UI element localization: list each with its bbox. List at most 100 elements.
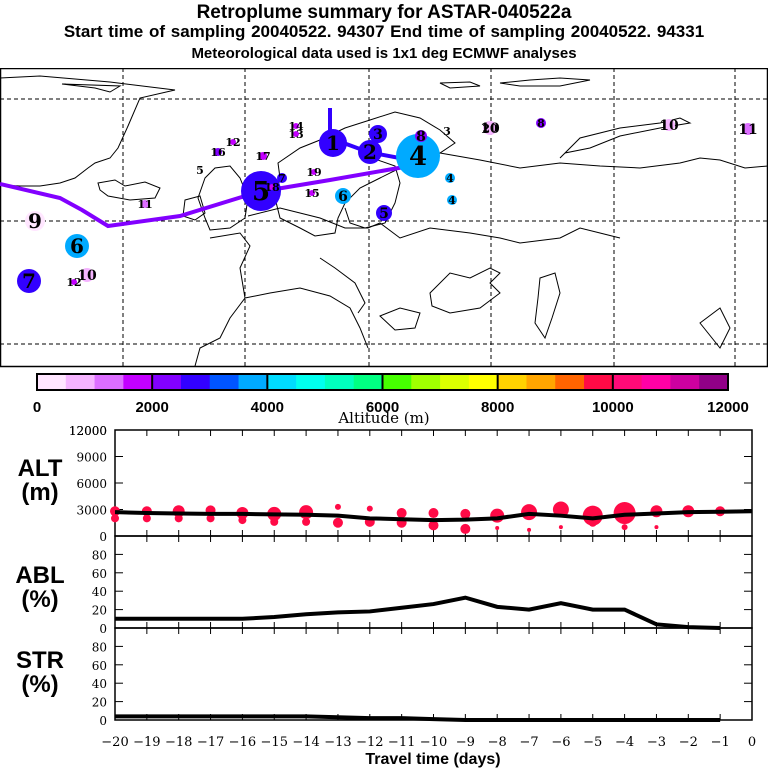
cluster-marker: 10	[659, 118, 679, 134]
cluster-label: 15	[304, 187, 319, 200]
cluster-label: 5	[196, 164, 204, 177]
cluster-label: 17	[255, 150, 270, 163]
alt-scatter-point	[334, 503, 341, 510]
x-tick-label: −2	[679, 735, 698, 750]
colorbar-cell	[152, 374, 182, 390]
cluster-marker: 3	[369, 125, 387, 143]
cluster-circle	[230, 139, 236, 145]
alt-scatter-point	[142, 514, 151, 523]
cluster-label: 18	[264, 181, 280, 194]
x-tick-label: −16	[229, 735, 256, 750]
cluster-label: 20	[482, 122, 498, 135]
cluster-circle	[214, 148, 222, 156]
y-tick-label: 40	[92, 677, 107, 691]
cluster-marker: 2	[358, 140, 382, 164]
x-tick-label: −15	[261, 735, 288, 750]
cluster-label: 8	[416, 129, 426, 145]
colorbar-cell	[353, 374, 383, 390]
alt-scatter-point	[302, 517, 311, 526]
colorbar-cell	[94, 374, 124, 390]
colorbar-label: Altitude (m)	[337, 409, 429, 427]
cluster-circle	[319, 129, 347, 157]
colorbar-cell	[123, 374, 153, 390]
cluster-label: 8	[537, 117, 545, 130]
y-tick-label: 12000	[69, 424, 107, 438]
x-axis-label: Travel time (days)	[365, 751, 500, 768]
x-tick-label: −6	[551, 735, 570, 750]
cluster-circle	[396, 134, 440, 178]
colorbar-tick-label: 10000	[592, 399, 634, 416]
cluster-label: 4	[409, 142, 427, 172]
colorbar-tick-label: 6000	[366, 399, 399, 416]
chart-title: Retroplume summary for ASTAR-040522a	[196, 2, 572, 23]
x-tick-label: −3	[647, 735, 666, 750]
colorbar-cell	[382, 374, 412, 390]
cluster-marker: 14	[288, 120, 304, 133]
y-tick-label: 80	[92, 548, 107, 562]
alt-scatter-point	[366, 505, 373, 512]
cluster-label: 7	[278, 172, 286, 185]
cluster-marker: 9	[25, 209, 45, 233]
x-tick-label: −20	[101, 735, 128, 750]
trajectory-path	[0, 164, 411, 229]
trajectory-layer	[0, 108, 411, 229]
cluster-marker: 8	[536, 117, 546, 130]
cluster-circle	[311, 169, 317, 175]
x-tick-label: −4	[615, 735, 634, 750]
cluster-circle	[65, 234, 89, 258]
cluster-label: 3	[373, 127, 383, 143]
x-tick-label: −9	[456, 735, 475, 750]
y-tick-label: 3000	[76, 504, 107, 518]
x-tick-label: −18	[165, 735, 192, 750]
cluster-marker: 12	[225, 136, 240, 149]
cluster-marker: 18	[264, 181, 280, 194]
cluster-label: 12	[66, 276, 81, 289]
colorbar-cell	[555, 374, 585, 390]
cluster-circle	[663, 119, 675, 131]
panel-abl: 0 20 40 60 80	[92, 535, 753, 636]
cluster-marker: 10	[77, 268, 97, 284]
x-tick-label: −19	[133, 735, 160, 750]
cluster-circle	[445, 173, 455, 183]
colorbar-cell	[37, 374, 67, 390]
cluster-marker: 6	[335, 188, 351, 205]
colorbar-cell	[238, 374, 268, 390]
cluster-circle	[742, 123, 754, 135]
cluster-circle	[71, 279, 77, 285]
alt-scatter-point	[270, 517, 279, 526]
altitude-colorbar: 0 2000 4000 6000 8000 10000 12000 Altitude (m)	[33, 373, 749, 427]
cluster-circle	[447, 195, 457, 205]
y-tick-label: 20	[92, 696, 107, 710]
alt-scatter-point	[238, 516, 247, 525]
alt-scatter-point	[495, 526, 500, 531]
colorbar-cell	[411, 374, 441, 390]
cluster-label: 1	[326, 131, 340, 155]
alt-panel-label: ALT (m)	[17, 455, 63, 506]
cluster-marker: 11	[738, 122, 757, 138]
cluster-marker: 5	[376, 205, 392, 222]
x-tick-label: −7	[519, 735, 538, 750]
cluster-label: 7	[22, 269, 36, 293]
panel-frame	[114, 627, 753, 721]
trajectory-path	[328, 108, 411, 162]
cluster-marker: 4	[445, 172, 455, 185]
colorbar-cell	[180, 374, 211, 390]
cluster-marker: 19	[306, 166, 321, 179]
cluster-marker: 4	[396, 134, 440, 178]
abl-panel-label: ABL (%)	[15, 562, 65, 613]
cluster-circle	[269, 184, 275, 190]
x-tick-label: 0	[748, 735, 756, 750]
cluster-marker: 12	[66, 276, 81, 289]
cluster-label: 2	[363, 140, 377, 164]
x-tick-label: −1	[711, 735, 730, 750]
cluster-circle	[309, 190, 315, 196]
alt-scatter-point	[558, 525, 563, 530]
x-tick-label: −8	[488, 735, 507, 750]
cluster-label: 4	[448, 194, 456, 207]
str-panel-label: STR (%)	[16, 647, 64, 698]
cluster-marker: 7	[277, 172, 287, 185]
alt-scatter-point	[174, 514, 183, 523]
